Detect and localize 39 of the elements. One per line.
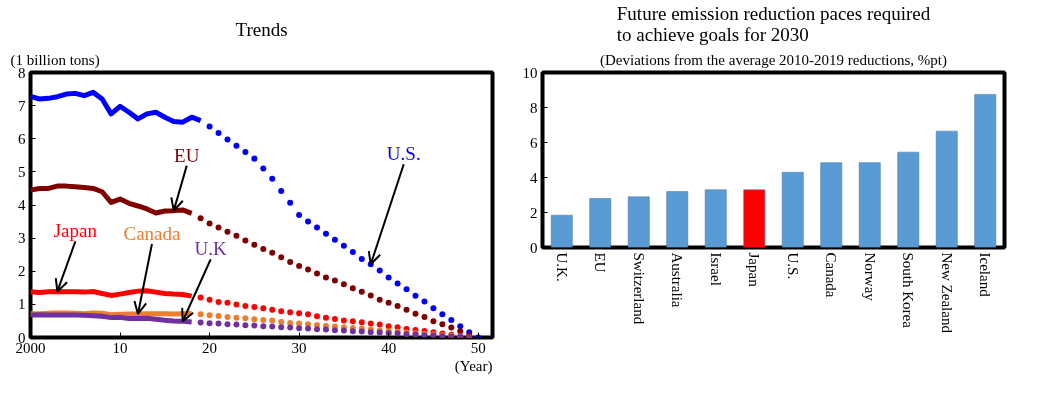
x-tick-label: Switzerland: [630, 252, 647, 325]
x-tick-label: Iceland: [977, 252, 994, 298]
y-tick-label: 1: [18, 296, 26, 313]
y-tick-label: 5: [18, 163, 26, 180]
y-tick-label: 4: [530, 169, 538, 186]
annotation: EU: [174, 144, 200, 166]
x-tick-label: Japan: [746, 252, 763, 288]
y-tick-label: 2: [18, 263, 26, 280]
chart-title: Trends: [235, 18, 288, 40]
x-tick-label: Norway: [861, 252, 878, 302]
y-tick-label: 0: [530, 239, 538, 256]
y-tick-label: 3: [18, 230, 26, 247]
x-tick-label: Canada: [823, 252, 840, 298]
y-tick-label: 4: [18, 197, 26, 213]
x-tick-label: 30: [291, 339, 307, 356]
x-axis-title: (Year): [454, 357, 493, 375]
y-tick-label: 7: [18, 97, 26, 114]
annotation: Japan: [53, 220, 98, 242]
y-tick-label: 10: [522, 64, 538, 81]
x-tick-label: U.K.: [553, 252, 570, 282]
annotation: Canada: [123, 222, 181, 244]
x-tick-label: 40: [381, 339, 397, 356]
y-tick-label: 8: [530, 99, 538, 116]
x-tick-label: 20: [202, 339, 218, 356]
chart-subtitle: (Deviations from the average 2010-2019 reductions, %pt): [600, 51, 947, 69]
x-tick-label: New Zealand: [938, 252, 955, 334]
x-tick-label: Australia: [669, 252, 686, 308]
x-tick-label: EU: [592, 252, 609, 273]
x-tick-label: South Korea: [900, 252, 917, 329]
x-tick-label: 10: [112, 339, 128, 356]
y-tick-label: 6: [18, 130, 26, 147]
x-tick-label: Israel: [707, 252, 724, 286]
chart-title: Future emission reduction paces required to achieve goals for 2030: [616, 2, 931, 45]
annotation: U.S.: [386, 143, 421, 165]
y-tick-label: 2: [530, 204, 538, 221]
x-tick-label: 50: [470, 339, 486, 356]
annotation: U.K: [194, 238, 228, 260]
x-tick-label: U.S.: [784, 252, 801, 280]
y-tick-label: 6: [530, 134, 538, 151]
